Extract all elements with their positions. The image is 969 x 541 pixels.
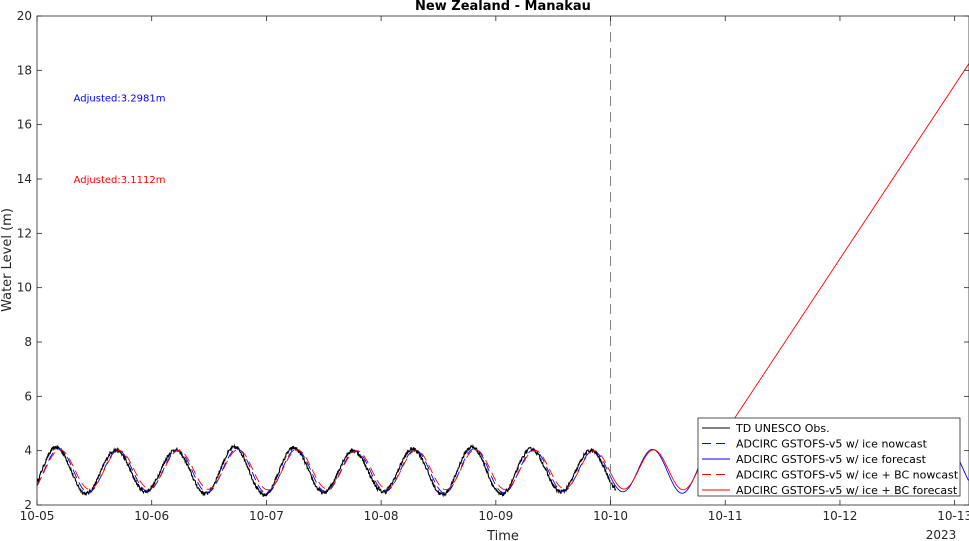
x-tick-label: 10-08 <box>364 509 399 523</box>
legend-label-3: ADCIRC GSTOFS-v5 w/ ice + BC nowcast <box>736 469 959 482</box>
x-tick-label: 10-10 <box>593 509 628 523</box>
x-tick-label: 10-05 <box>20 509 55 523</box>
x-tick-label: 10-12 <box>823 509 858 523</box>
x-tick-label: 10-07 <box>249 509 284 523</box>
y-tick-label: 18 <box>17 63 32 77</box>
x-tick-label: 10-06 <box>134 509 169 523</box>
axes-layer: 10-05 10-06 10-07 10-08 10-09 10-10 10-11 10-12… <box>17 9 969 523</box>
series-line-0 <box>37 443 617 498</box>
x-axis-label: Time <box>486 529 519 541</box>
x-tick-label: 10-13 <box>937 509 969 523</box>
legend: TD UNESCO Obs. ADCIRC GSTOFS-v5 w/ ice no… <box>697 417 961 497</box>
annotation-1: Adjusted:3.1112m <box>74 175 166 186</box>
legend-label-1: ADCIRC GSTOFS-v5 w/ ice nowcast <box>736 438 928 451</box>
legend-box <box>697 417 961 497</box>
series-line-4 <box>610 63 969 491</box>
series-line-3 <box>37 449 611 491</box>
y-tick-label: 20 <box>17 9 32 23</box>
legend-label-0: TD UNESCO Obs. <box>735 422 830 435</box>
y-tick-label: 6 <box>24 389 32 403</box>
y-tick-label: 8 <box>24 335 32 349</box>
y-tick-label: 16 <box>17 118 32 132</box>
x-tick-label: 10-09 <box>478 509 513 523</box>
y-tick-label: 4 <box>24 444 32 458</box>
y-tick-label: 2 <box>24 498 32 512</box>
y-axis-label: Water Level (m) <box>0 208 15 312</box>
legend-label-4: ADCIRC GSTOFS-v5 w/ ice + BC forecast <box>736 484 958 497</box>
y-tick-label: 10 <box>17 281 32 295</box>
axes-frame <box>36 15 969 506</box>
x-year-label: 2023 <box>926 528 957 541</box>
y-tick-label: 14 <box>17 172 32 186</box>
chart-title: New Zealand - Manakau <box>415 0 591 14</box>
annotation-0: Adjusted:3.2981m <box>74 94 166 105</box>
series-line-1 <box>37 448 611 494</box>
x-tick-label: 10-11 <box>708 509 743 523</box>
y-tick-label: 12 <box>17 226 32 240</box>
annotation-layer: Adjusted:3.2981m Adjusted:3.1112m <box>74 94 166 187</box>
legend-label-2: ADCIRC GSTOFS-v5 w/ ice forecast <box>736 453 927 466</box>
